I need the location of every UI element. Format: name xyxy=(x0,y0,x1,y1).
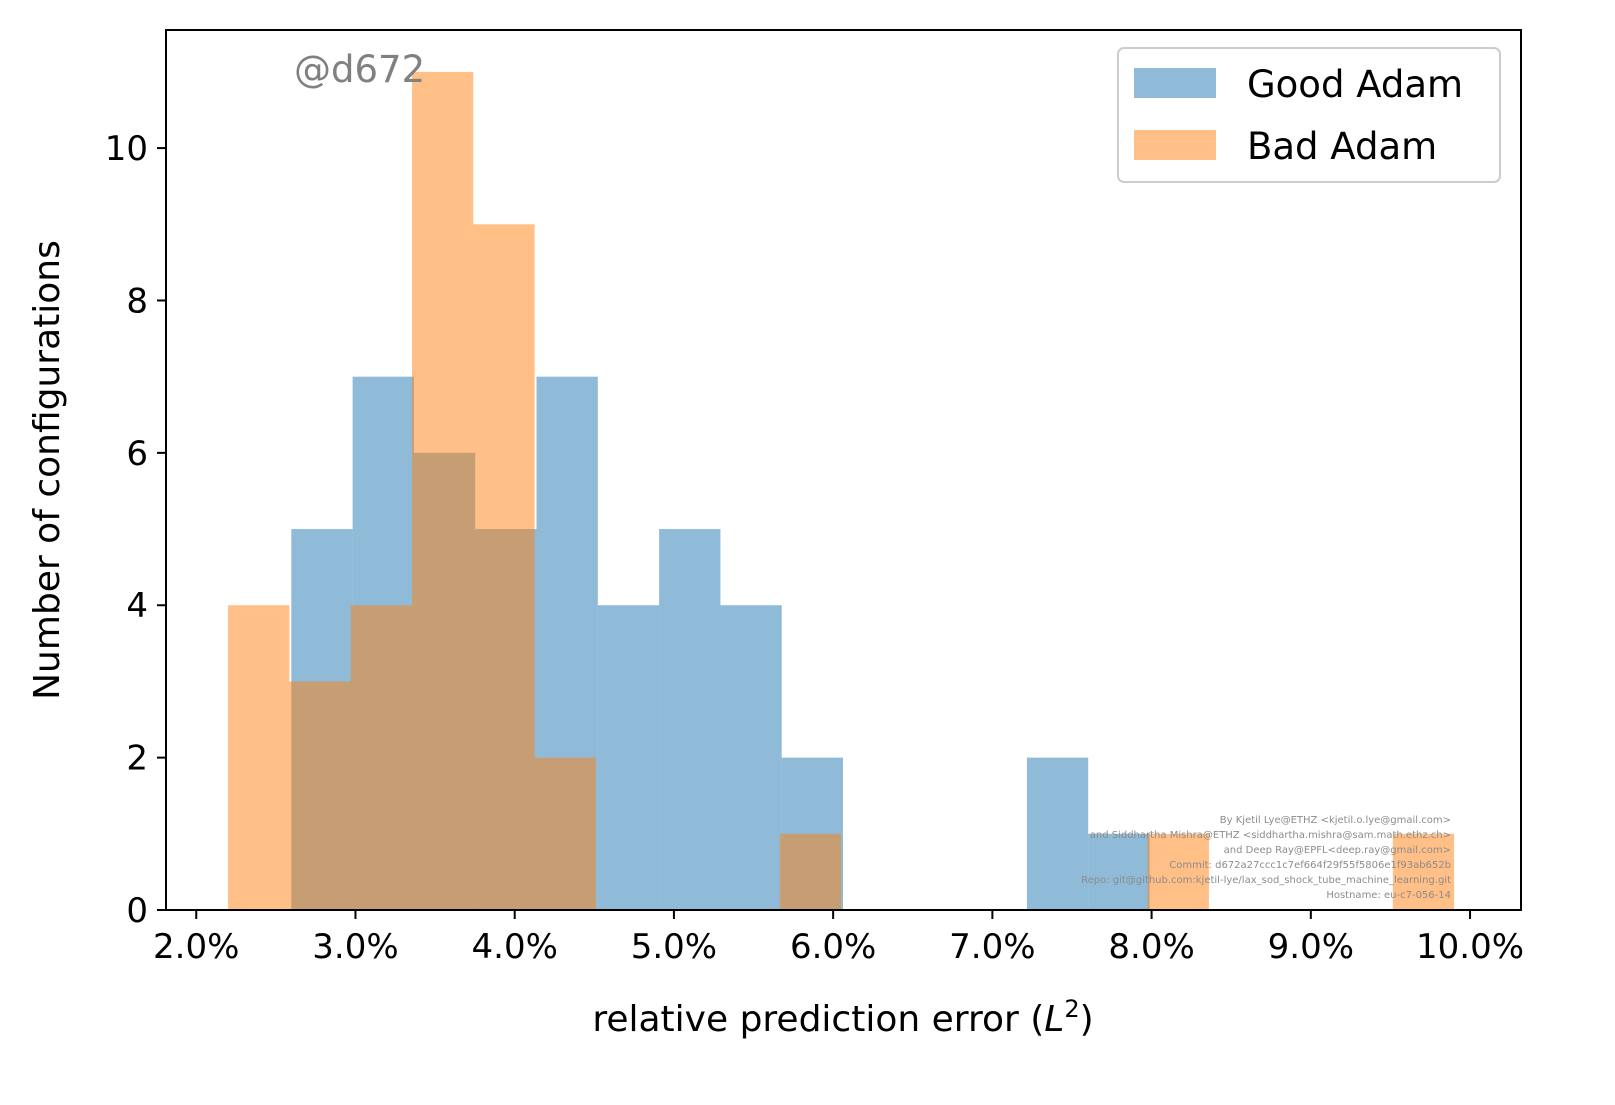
x-axis-title: relative prediction error (L2) xyxy=(592,995,1093,1040)
x-axis-title-close: ) xyxy=(1080,999,1094,1040)
legend-label-bad-adam: Bad Adam xyxy=(1247,125,1437,168)
x-tick-label: 4.0% xyxy=(472,927,558,967)
legend-swatch-bad-adam xyxy=(1134,130,1216,160)
bar-bad-adam xyxy=(1392,833,1455,910)
bar-good-adam xyxy=(597,605,660,910)
bar-good-adam xyxy=(659,529,721,910)
credit-line: Repo: git@github.com:kjetil-lye/lax_sod_… xyxy=(1081,875,1451,886)
bar-bad-adam xyxy=(534,757,596,910)
credits-block: By Kjetil Lye@ETHZ <kjetil.o.lye@gmail.c… xyxy=(1081,815,1451,901)
y-axis-title: Number of configurations xyxy=(27,240,68,700)
x-tick-label: 5.0% xyxy=(631,927,717,967)
x-tick-label: 9.0% xyxy=(1268,927,1354,967)
x-tick-label: 3.0% xyxy=(312,927,398,967)
plot-frame xyxy=(165,29,1522,911)
legend: Good Adam Bad Adam xyxy=(1117,47,1501,183)
x-tick-label: 10.0% xyxy=(1416,927,1524,967)
y-tick-label: 4 xyxy=(126,586,148,626)
credit-line: and Siddhartha Mishra@ETHZ <siddhartha.m… xyxy=(1090,830,1451,841)
x-tick-label: 8.0% xyxy=(1108,927,1194,967)
credit-line: and Deep Ray@EPFL<deep.ray@gmail.com> xyxy=(1224,845,1451,856)
credit-line: Hostname: eu-c7-056-14 xyxy=(1326,890,1451,901)
y-tick-label: 10 xyxy=(105,129,148,169)
bar-good-adam xyxy=(1026,757,1089,910)
y-tick-label: 8 xyxy=(126,281,148,321)
credit-line: By Kjetil Lye@ETHZ <kjetil.o.lye@gmail.c… xyxy=(1220,815,1451,826)
y-tick-label: 6 xyxy=(126,434,148,474)
y-tick-label: 2 xyxy=(126,739,148,779)
watermark-label: @d672 xyxy=(294,48,425,91)
legend-label-good-adam: Good Adam xyxy=(1247,63,1463,106)
legend-swatch-good-adam xyxy=(1134,68,1216,98)
bar-good-adam xyxy=(1088,833,1150,910)
bar-bad-adam xyxy=(289,681,351,910)
y-axis-ticks: 0 2 4 6 8 10 xyxy=(105,129,166,931)
bar-bad-adam xyxy=(1147,833,1209,910)
x-axis-title-text: relative prediction error ( xyxy=(592,999,1044,1040)
bar-bad-adam xyxy=(350,605,412,910)
x-axis-title-superscript: 2 xyxy=(1064,995,1079,1023)
bar-bad-adam xyxy=(412,71,474,910)
bar-bad-adam xyxy=(779,833,842,910)
bar-bad-adam xyxy=(228,605,290,910)
bar-good-adam xyxy=(720,605,782,910)
x-tick-label: 6.0% xyxy=(790,927,876,967)
x-tick-label: 7.0% xyxy=(949,927,1035,967)
credit-line: Commit: d672a27ccc1c7ef664f29f55f5806e1f… xyxy=(1169,860,1451,871)
bar-bad-adam xyxy=(473,224,535,911)
x-axis-ticks: 2.0% 3.0% 4.0% 5.0% 6.0% 7.0% 8.0% 9.0% 10.0% xyxy=(153,910,1524,967)
x-axis-title-symbol: L xyxy=(1044,999,1064,1040)
bars-layer xyxy=(228,71,1455,911)
x-tick-label: 2.0% xyxy=(153,927,239,967)
y-tick-label: 0 xyxy=(126,891,148,931)
